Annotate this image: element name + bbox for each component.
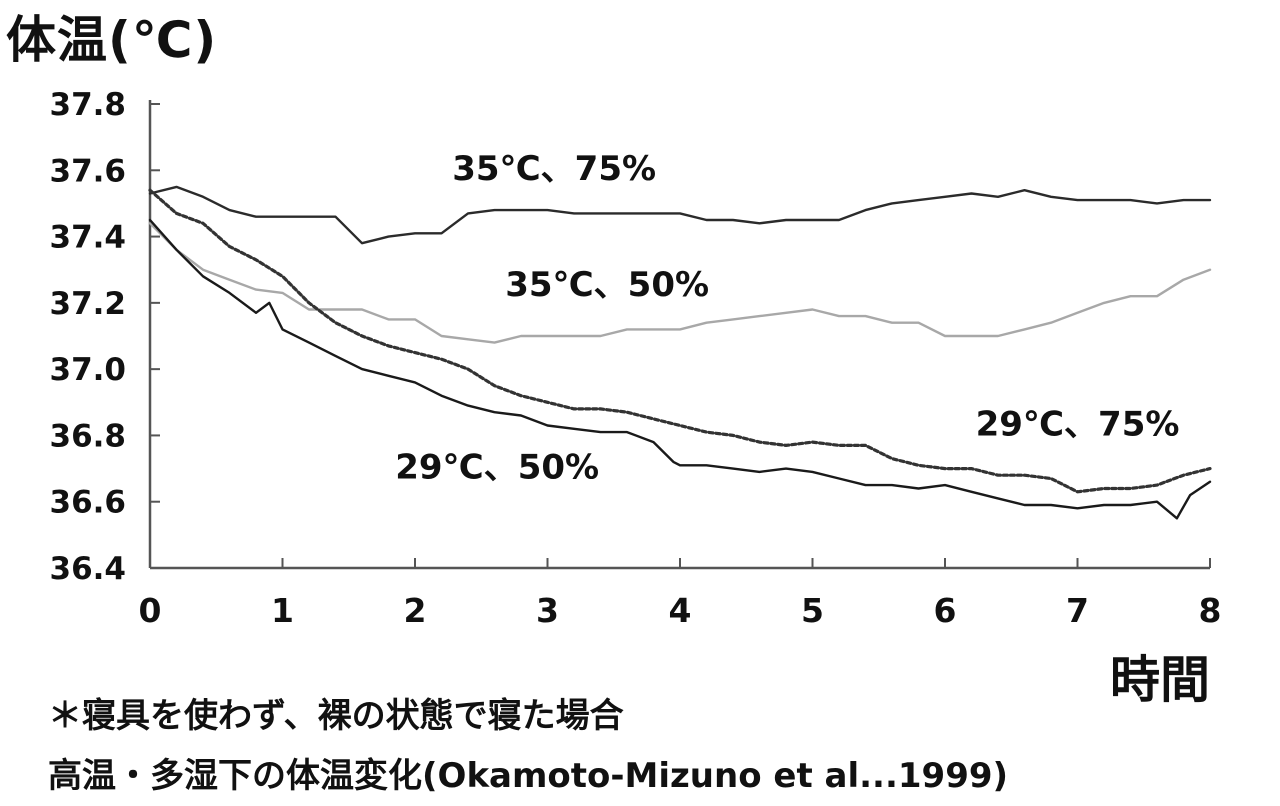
- x-axis-title: 時間: [1110, 651, 1210, 709]
- y-tick-label: 37.0: [50, 352, 127, 388]
- x-tick-label: 5: [801, 591, 824, 630]
- series-line-4: [148, 218, 1212, 520]
- y-tick-label: 37.6: [50, 153, 127, 189]
- y-tick-label: 36.6: [50, 485, 127, 521]
- y-tick-label: 37.2: [50, 286, 127, 322]
- series-label-4: 29℃、50%: [395, 448, 599, 488]
- axes: 36.4 36.6 36.8 37.0 37.2 37.4 37.6 37.8 0 1 2 3 4 5 6 7…: [50, 87, 1222, 630]
- series-line-1: [148, 185, 1212, 245]
- y-tick-label: 36.8: [50, 418, 127, 454]
- x-tick-label: 8: [1199, 591, 1222, 630]
- series-layer: [148, 185, 1212, 520]
- series-line-2: [148, 222, 1212, 344]
- footnote-source: 高温・多湿下の体温変化(Okamoto-Mizuno et al...1999): [48, 756, 1009, 796]
- x-tick-label: 3: [536, 591, 559, 630]
- annotation-layer: 35℃、75% 35℃、50% 29℃、75% 29℃、50%: [395, 149, 1179, 487]
- series-label-1: 35℃、75%: [452, 149, 656, 189]
- y-tick-label: 36.4: [50, 551, 127, 587]
- x-tick-label: 4: [669, 591, 692, 630]
- y-tick-label: 37.8: [50, 87, 127, 123]
- series-label-3: 29℃、75%: [976, 404, 1180, 444]
- series-line-3: [148, 188, 1212, 494]
- x-tick-label: 1: [271, 591, 294, 630]
- y-tick-label: 37.4: [50, 220, 127, 256]
- x-tick-label: 2: [404, 591, 427, 630]
- footnote-condition: ＊寝具を使わず、裸の状態で寝た場合: [48, 696, 624, 736]
- x-tick-label: 7: [1066, 591, 1089, 630]
- series-label-2: 35℃、50%: [505, 265, 709, 305]
- x-tick-label: 6: [934, 591, 957, 630]
- x-tick-label: 0: [139, 591, 162, 630]
- y-axis-title: 体温(℃): [6, 11, 218, 69]
